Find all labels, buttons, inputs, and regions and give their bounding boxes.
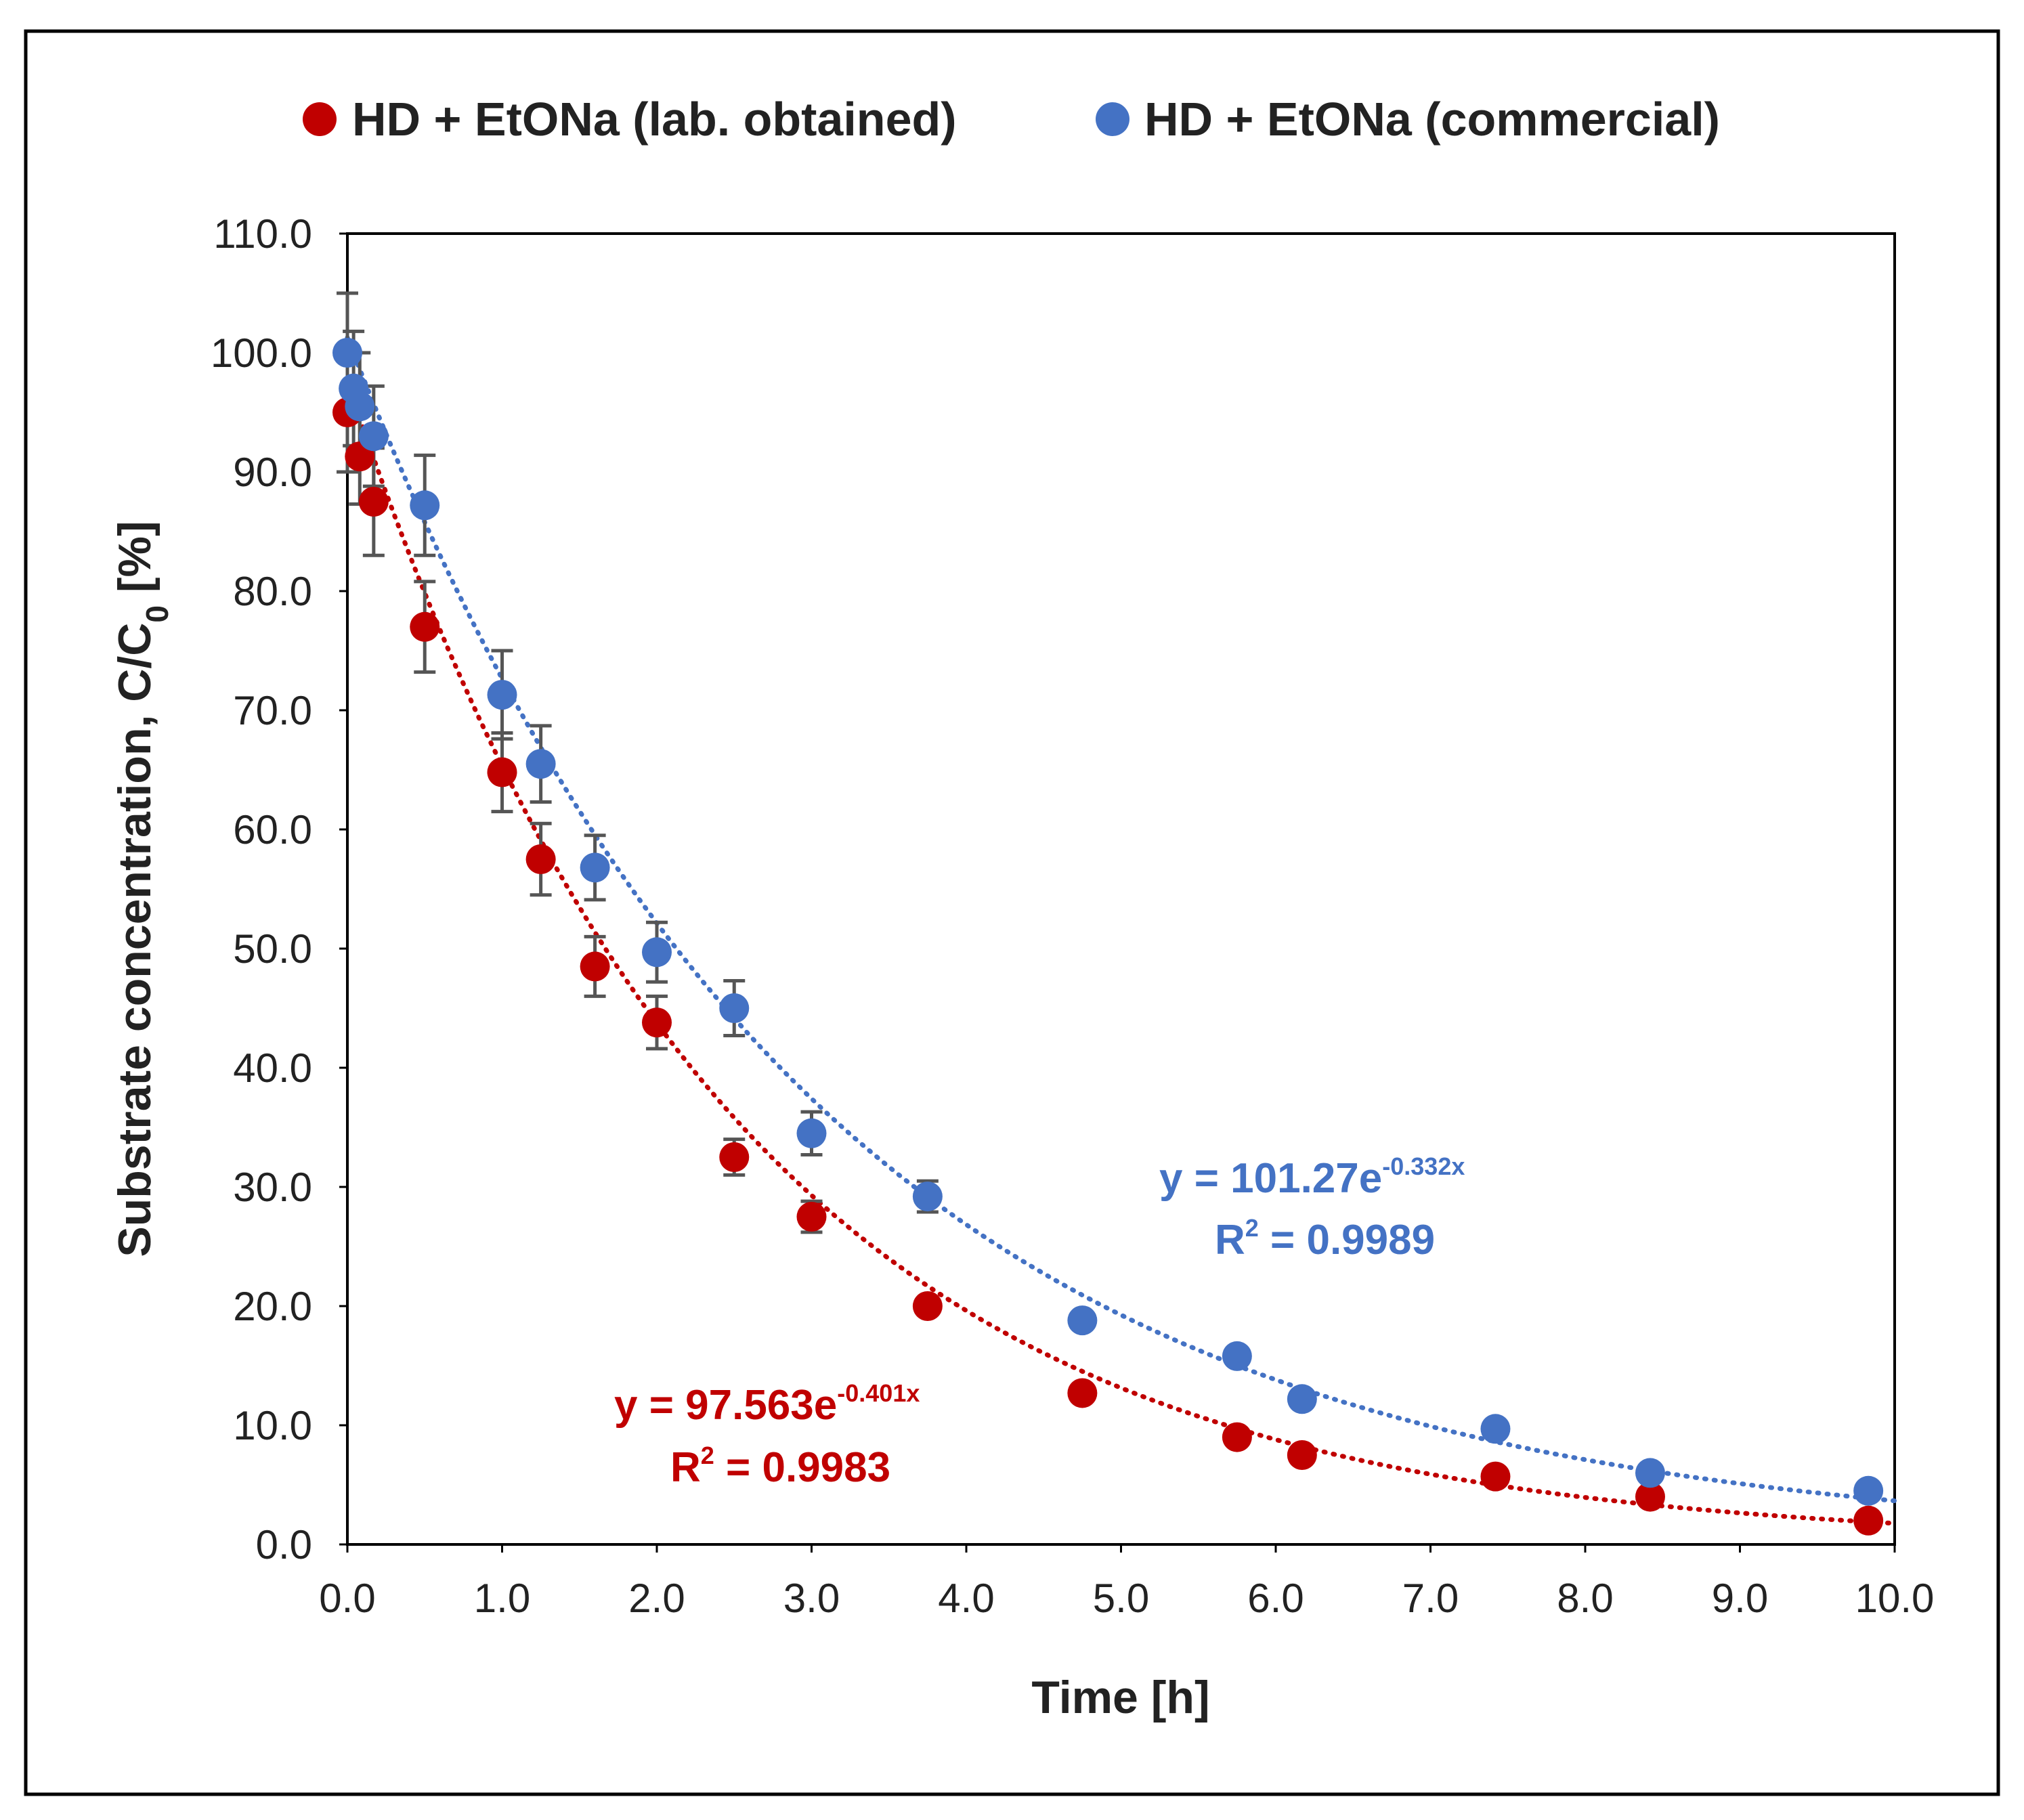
y-tick-label: 100.0 <box>211 330 312 376</box>
data-point-series-0 <box>796 1202 827 1232</box>
data-point-series-0 <box>912 1291 943 1321</box>
y-tick-label: 70.0 <box>233 688 312 733</box>
x-tick-label: 0.0 <box>319 1576 375 1621</box>
equation-commercial-exponent: -0.332x <box>1382 1152 1465 1180</box>
data-point-series-0 <box>410 611 440 642</box>
x-tick-label: 7.0 <box>1402 1576 1459 1621</box>
x-tick-label: 4.0 <box>938 1576 994 1621</box>
data-point-series-1 <box>487 680 517 710</box>
y-tick-label: 30.0 <box>233 1165 312 1210</box>
legend-marker-commercial <box>1096 102 1129 136</box>
legend-marker-lab <box>303 102 337 136</box>
y-tick-label: 60.0 <box>233 807 312 852</box>
y-axis-title-main: Substrate concentration, C/C <box>109 623 160 1257</box>
data-point-series-1 <box>1480 1414 1511 1444</box>
data-point-series-0 <box>719 1142 750 1172</box>
y-axis-ticks: 0.0 10.0 20.0 30.0 40.0 50.0 60.0 70.0 80.0 90.0 1… <box>211 211 347 1567</box>
data-point-series-0 <box>525 844 556 874</box>
y-axis-title-subscript: 0 <box>139 605 175 623</box>
data-point-series-0 <box>1635 1481 1665 1512</box>
y-tick-label: 80.0 <box>233 569 312 614</box>
data-point-series-1 <box>1287 1384 1317 1414</box>
x-tick-label: 10.0 <box>1855 1576 1935 1621</box>
data-points <box>332 338 1884 1536</box>
y-tick-label: 40.0 <box>233 1045 312 1091</box>
data-point-series-0 <box>1222 1422 1252 1452</box>
data-point-series-0 <box>1287 1440 1317 1470</box>
data-point-series-1 <box>912 1182 943 1212</box>
r2-commercial-exponent: 2 <box>1245 1214 1259 1242</box>
data-point-series-0 <box>487 757 517 787</box>
r2-lab-value: = 0.9983 <box>714 1444 890 1491</box>
x-tick-label: 6.0 <box>1247 1576 1304 1621</box>
x-tick-label: 1.0 <box>474 1576 530 1621</box>
data-point-series-0 <box>580 951 610 982</box>
data-point-series-1 <box>796 1118 827 1148</box>
x-tick-label: 2.0 <box>628 1576 685 1621</box>
data-point-series-1 <box>358 421 389 452</box>
data-point-series-1 <box>410 490 440 521</box>
legend-label-commercial: HD + EtONa (commercial) <box>1144 93 1720 146</box>
data-point-series-1 <box>525 749 556 779</box>
x-axis-ticks: 0.0 1.0 2.0 3.0 4.0 5.0 6.0 7.0 8.0 9.0 10.0 <box>319 1544 1934 1621</box>
y-tick-label: 10.0 <box>233 1403 312 1448</box>
data-point-series-1 <box>345 391 375 422</box>
x-tick-label: 3.0 <box>783 1576 840 1621</box>
legend-label-lab: HD + EtONa (lab. obtained) <box>352 93 957 146</box>
data-point-series-1 <box>580 852 610 883</box>
equation-lab: y = 97.563e-0.401x <box>614 1379 920 1429</box>
r2-lab-exponent: 2 <box>701 1442 714 1469</box>
trendline-0 <box>345 379 1897 1526</box>
y-axis-title-unit: [%] <box>109 521 160 605</box>
y-tick-label: 0.0 <box>256 1522 312 1567</box>
y-tick-label: 110.0 <box>213 211 312 257</box>
data-point-series-0 <box>1853 1505 1884 1536</box>
data-point-series-1 <box>1853 1475 1884 1506</box>
y-axis-title: Substrate concentration, C/C0 [%] <box>109 521 175 1257</box>
r2-commercial-label: R <box>1215 1217 1245 1263</box>
equation-lab-exponent: -0.401x <box>837 1379 920 1407</box>
r2-lab: R2 = 0.9983 <box>670 1442 890 1491</box>
outer-frame <box>24 29 2000 1796</box>
x-tick-label: 9.0 <box>1712 1576 1768 1621</box>
r2-lab-label: R <box>670 1444 701 1491</box>
r2-commercial: R2 = 0.9989 <box>1215 1214 1435 1263</box>
equation-lab-base: y = 97.563e <box>614 1382 837 1429</box>
data-point-series-0 <box>642 1008 672 1038</box>
r2-commercial-value: = 0.9989 <box>1259 1217 1435 1263</box>
data-point-series-1 <box>642 937 672 968</box>
data-point-series-1 <box>332 338 362 368</box>
x-axis-title: Time [h] <box>1031 1672 1209 1723</box>
data-point-series-0 <box>1067 1378 1098 1408</box>
data-point-series-1 <box>719 993 750 1023</box>
x-tick-label: 5.0 <box>1093 1576 1149 1621</box>
y-tick-label: 50.0 <box>233 926 312 972</box>
equation-commercial-base: y = 101.27e <box>1159 1155 1382 1202</box>
equation-commercial: y = 101.27e-0.332x <box>1159 1152 1465 1202</box>
x-tick-label: 8.0 <box>1557 1576 1613 1621</box>
y-tick-label: 20.0 <box>233 1284 312 1329</box>
legend: HD + EtONa (lab. obtained) HD + EtONa (c… <box>303 93 1720 146</box>
data-point-series-1 <box>1222 1341 1252 1371</box>
data-point-series-1 <box>1635 1458 1665 1488</box>
data-point-series-0 <box>1480 1461 1511 1492</box>
y-tick-label: 90.0 <box>233 450 312 495</box>
data-point-series-0 <box>358 487 389 517</box>
data-point-series-1 <box>1067 1305 1098 1336</box>
